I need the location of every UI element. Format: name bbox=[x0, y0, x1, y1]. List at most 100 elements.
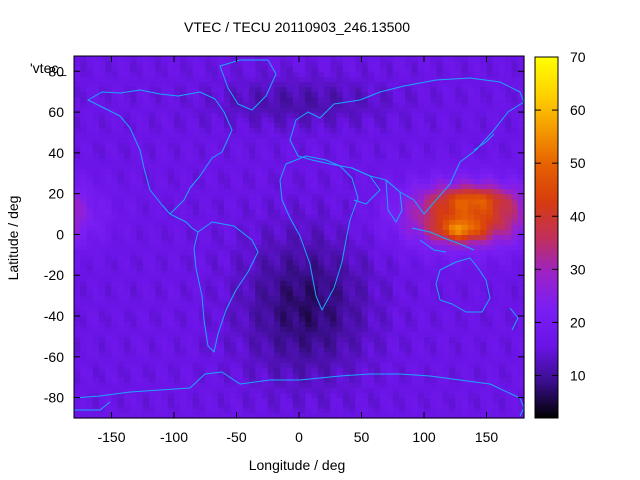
heat-cell bbox=[455, 96, 463, 103]
heat-cell bbox=[417, 239, 425, 246]
heat-cell bbox=[461, 300, 469, 307]
heat-cell bbox=[399, 157, 406, 164]
heat-cell bbox=[449, 91, 456, 98]
heat-cell bbox=[274, 285, 281, 292]
heat-cell bbox=[236, 234, 244, 241]
heat-cell bbox=[149, 117, 156, 123]
heat-cell bbox=[149, 341, 156, 348]
heat-cell bbox=[124, 71, 131, 77]
heat-cell bbox=[342, 336, 350, 343]
heat-cell bbox=[367, 300, 375, 307]
heat-cell bbox=[492, 367, 500, 373]
heat-cell bbox=[411, 397, 419, 404]
heat-cell bbox=[180, 275, 188, 281]
heat-cell bbox=[480, 331, 488, 338]
heat-cell bbox=[374, 66, 381, 72]
heat-cell bbox=[380, 178, 388, 185]
heat-cell bbox=[292, 137, 300, 144]
heat-cell bbox=[386, 183, 394, 190]
heat-cell bbox=[486, 142, 494, 149]
heat-cell bbox=[111, 234, 119, 241]
heat-cell bbox=[99, 127, 106, 134]
heat-cell bbox=[430, 173, 438, 179]
heat-cell bbox=[280, 244, 288, 251]
heat-cell bbox=[217, 183, 225, 190]
heat-cell bbox=[299, 96, 306, 103]
heat-cell bbox=[405, 168, 413, 174]
heat-cell bbox=[442, 300, 450, 307]
heat-cell bbox=[342, 392, 350, 399]
heat-cell bbox=[361, 208, 369, 215]
heat-cell bbox=[86, 66, 94, 72]
heat-cell bbox=[186, 290, 194, 297]
heat-cell bbox=[361, 178, 369, 185]
heat-cell bbox=[511, 367, 519, 373]
heat-cell bbox=[80, 112, 88, 118]
heat-cell bbox=[505, 290, 513, 297]
heat-cell bbox=[374, 127, 381, 134]
heat-cell bbox=[161, 101, 169, 108]
heat-cell bbox=[199, 351, 206, 358]
heat-cell bbox=[461, 249, 469, 256]
heat-cell bbox=[117, 295, 125, 302]
heat-cell bbox=[499, 244, 506, 251]
heat-cell bbox=[111, 122, 119, 128]
heat-cell bbox=[217, 280, 225, 287]
heat-cell bbox=[424, 117, 431, 123]
heat-cell bbox=[180, 377, 188, 383]
heat-cell bbox=[367, 346, 375, 353]
heat-cell bbox=[149, 270, 156, 276]
heat-cell bbox=[361, 147, 369, 154]
heat-cell bbox=[336, 106, 344, 113]
heat-cell bbox=[305, 285, 313, 292]
heat-cell bbox=[505, 402, 513, 409]
heat-cell bbox=[80, 259, 88, 266]
heat-cell bbox=[149, 132, 156, 139]
heat-cell bbox=[80, 208, 88, 215]
heat-cell bbox=[292, 66, 300, 72]
heat-cell bbox=[461, 336, 469, 343]
heat-cell bbox=[117, 157, 125, 164]
heat-cell bbox=[342, 163, 350, 169]
heat-cell bbox=[486, 132, 494, 139]
heat-cell bbox=[405, 377, 413, 383]
heat-cell bbox=[99, 412, 106, 419]
heat-cell bbox=[174, 101, 181, 108]
heat-cell bbox=[486, 280, 494, 287]
heat-cell bbox=[492, 244, 500, 251]
heat-cell bbox=[124, 132, 131, 139]
heat-cell bbox=[286, 249, 294, 256]
heat-cell bbox=[486, 86, 494, 93]
heat-cell bbox=[467, 367, 475, 373]
heat-cell bbox=[117, 372, 125, 378]
heat-cell bbox=[505, 244, 513, 251]
heat-cell bbox=[117, 234, 125, 241]
heat-cell bbox=[161, 392, 169, 399]
heat-cell bbox=[461, 407, 469, 414]
heat-cell bbox=[286, 331, 294, 338]
heat-cell bbox=[267, 265, 275, 271]
heat-cell bbox=[486, 321, 494, 327]
heat-cell bbox=[192, 157, 200, 164]
heat-cell bbox=[242, 183, 250, 190]
heat-cell bbox=[305, 412, 313, 419]
heat-cell bbox=[455, 173, 463, 179]
heat-cell bbox=[292, 392, 300, 399]
heat-cell bbox=[430, 387, 438, 394]
heat-cell bbox=[324, 270, 331, 276]
heat-cell bbox=[286, 234, 294, 241]
heat-cell bbox=[299, 147, 306, 154]
heat-cell bbox=[155, 407, 163, 414]
heat-cell bbox=[355, 81, 363, 88]
heat-cell bbox=[161, 265, 169, 271]
heat-cell bbox=[374, 112, 381, 118]
heat-cell bbox=[486, 275, 494, 281]
heat-cell bbox=[274, 367, 281, 373]
heat-cell bbox=[374, 310, 381, 317]
heat-cell bbox=[317, 397, 325, 404]
heat-cell bbox=[449, 392, 456, 399]
heat-cell bbox=[74, 203, 81, 210]
heat-cell bbox=[467, 249, 475, 256]
heat-cell bbox=[424, 361, 431, 368]
heat-cell bbox=[305, 229, 313, 236]
